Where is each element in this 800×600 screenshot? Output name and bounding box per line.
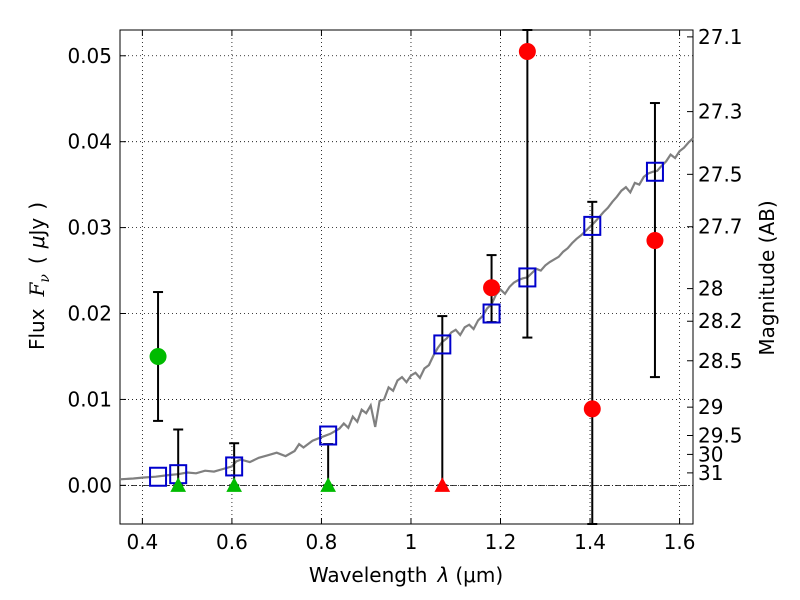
flux-point bbox=[646, 231, 664, 249]
mag-tick-label: 28 bbox=[698, 277, 723, 301]
upper-limit-triangle bbox=[320, 477, 336, 492]
y-tick-label: 0.04 bbox=[67, 130, 112, 154]
mag-tick-label: 31 bbox=[698, 461, 723, 485]
x-tick-label: 0.8 bbox=[306, 530, 338, 554]
model-flux-square bbox=[319, 425, 338, 446]
mag-tick-label: 28.2 bbox=[698, 309, 743, 333]
model-flux-square bbox=[583, 215, 602, 236]
flux-point bbox=[583, 400, 601, 418]
y-axis-label-text: Flux bbox=[25, 308, 49, 350]
y-axis-label-open-paren: ( bbox=[25, 256, 49, 264]
x-axis-label: Wavelength λ (μm) bbox=[309, 563, 503, 587]
mag-tick-label: 27.7 bbox=[698, 215, 743, 239]
y-axis-label: Flux Fν ( μJy) bbox=[25, 202, 53, 350]
model-flux-square bbox=[149, 466, 168, 487]
marker-layer bbox=[149, 42, 664, 492]
mag-tick-label: 27.5 bbox=[698, 162, 743, 186]
y-tick-label: 0.03 bbox=[67, 216, 112, 240]
mag-tick-label: 28.5 bbox=[698, 349, 743, 373]
x-axis-label-text: Wavelength bbox=[309, 563, 428, 587]
grid-layer bbox=[120, 30, 693, 524]
plot-frame bbox=[119, 29, 694, 525]
x-tick-label: 0.6 bbox=[216, 530, 248, 554]
y-tick-label: 0.02 bbox=[67, 302, 112, 326]
x-tick-label: 1.2 bbox=[485, 530, 517, 554]
y-axis-label-close-paren: ) bbox=[25, 202, 49, 210]
y-axis-label-unit-symbol: μ bbox=[25, 236, 49, 250]
y2-axis-label: Magnitude (AB) bbox=[755, 200, 779, 355]
mag-tick-label: 30 bbox=[698, 442, 723, 466]
flux-point bbox=[149, 347, 167, 365]
model-spectrum-line bbox=[119, 137, 694, 481]
model-flux-square bbox=[433, 334, 452, 355]
mag-tick-label: 29 bbox=[698, 395, 723, 419]
model-flux-square bbox=[482, 303, 501, 324]
y-tick-label: 0.01 bbox=[67, 387, 112, 411]
upper-limit-triangle bbox=[170, 477, 187, 492]
upper-limit-triangle bbox=[226, 477, 242, 492]
x-axis-label-symbol: λ bbox=[437, 563, 450, 587]
upper-limit-triangle bbox=[434, 477, 451, 492]
mag-tick-label: 29.5 bbox=[698, 424, 743, 448]
y-tick-label: 0.00 bbox=[67, 473, 112, 497]
x-tick-label: 1 bbox=[405, 530, 418, 554]
flux-point bbox=[483, 279, 501, 297]
x-tick-label: 1.4 bbox=[574, 530, 606, 554]
model-flux-square bbox=[645, 161, 664, 182]
model-flux-square bbox=[225, 456, 244, 477]
axes bbox=[119, 29, 694, 525]
spectrum-layer bbox=[119, 137, 694, 481]
x-tick-label: 1.6 bbox=[664, 530, 696, 554]
y-axis-label-unit-rest: Jy bbox=[25, 218, 49, 238]
y-tick-label: 0.05 bbox=[67, 44, 112, 68]
errorbar-layer bbox=[153, 29, 660, 525]
mag-tick-label: 27.1 bbox=[698, 25, 743, 49]
x-tick-label: 0.4 bbox=[126, 530, 158, 554]
y-axis-label-subscript: ν bbox=[37, 274, 53, 283]
x-axis-label-unit: (μm) bbox=[455, 563, 503, 587]
model-flux-square bbox=[518, 267, 537, 288]
tick-layer: 0.4 0.6 0.8 1 1.2 1.4 1.6 0.00 0.01 0.02 0.03 0.04 0… bbox=[67, 25, 742, 554]
y-axis-label-symbol: F bbox=[25, 281, 49, 297]
flux-point bbox=[518, 42, 536, 60]
mag-tick-label: 27.3 bbox=[698, 100, 743, 124]
